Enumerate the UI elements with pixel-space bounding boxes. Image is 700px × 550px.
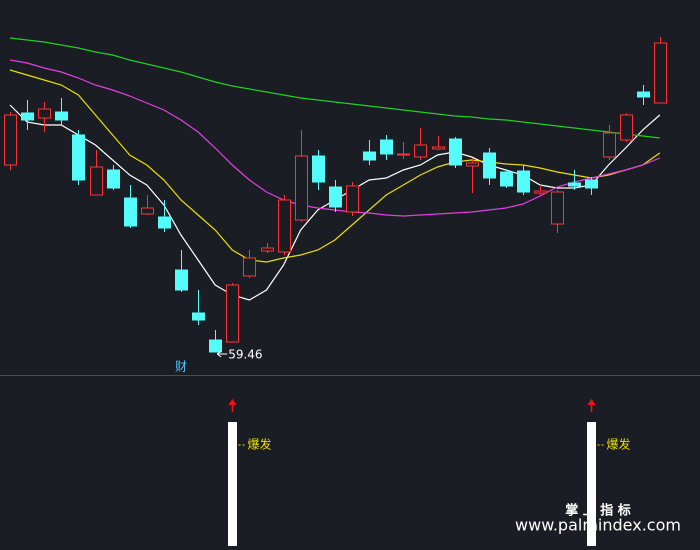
watermark-url: www.palmindex.com <box>515 516 681 535</box>
candle-body <box>620 114 633 141</box>
candle-body <box>278 199 291 253</box>
candle-body <box>346 185 359 213</box>
ma-line <box>9 37 660 139</box>
candle-body <box>261 247 274 252</box>
candle-body <box>312 155 325 183</box>
candle-body <box>534 190 547 194</box>
candle-body <box>517 170 530 193</box>
candle-body <box>175 269 188 291</box>
candle-body <box>55 111 68 121</box>
signal-bar <box>228 422 237 546</box>
low-label: 59.46 <box>228 348 262 362</box>
signal-arrow-head <box>228 399 237 405</box>
candle-body <box>414 144 427 158</box>
candle-body <box>192 312 205 321</box>
signal-label: 爆发 <box>248 437 272 452</box>
annotation: 财 <box>175 360 187 374</box>
candle-body <box>500 171 513 187</box>
signal-bar <box>587 422 596 546</box>
candle-body <box>483 152 496 179</box>
ma-line <box>9 59 661 217</box>
low-arrow-head <box>216 350 222 358</box>
signal-label: 爆发 <box>607 437 631 452</box>
candle-body <box>466 162 479 167</box>
candle-body <box>141 207 154 215</box>
candle-body <box>603 132 616 158</box>
signal-arrow-head <box>587 399 596 405</box>
candle-body <box>226 284 239 343</box>
candle-body <box>107 169 120 189</box>
candle-body <box>551 191 564 225</box>
ma-line <box>9 69 661 263</box>
candle-body <box>637 91 650 98</box>
candle-body <box>124 197 137 227</box>
candle-body <box>380 139 393 155</box>
candle-body <box>38 108 51 119</box>
candle-body <box>585 179 598 189</box>
watermark-title: 掌 上 指 标 <box>565 503 631 519</box>
candle-body <box>449 138 462 166</box>
candle-body <box>4 114 17 166</box>
candle-body <box>329 186 342 208</box>
candle-body <box>243 257 256 277</box>
candle-body <box>90 166 103 196</box>
candle-body <box>397 153 410 156</box>
candle-body <box>654 42 667 104</box>
candle-body <box>432 146 445 150</box>
candle-body <box>158 216 171 229</box>
candle-body <box>209 339 222 353</box>
candle-body <box>72 134 85 181</box>
candle-body <box>21 112 34 121</box>
candle-body <box>363 151 376 161</box>
candle-body <box>295 155 308 221</box>
candle-body <box>568 182 581 187</box>
